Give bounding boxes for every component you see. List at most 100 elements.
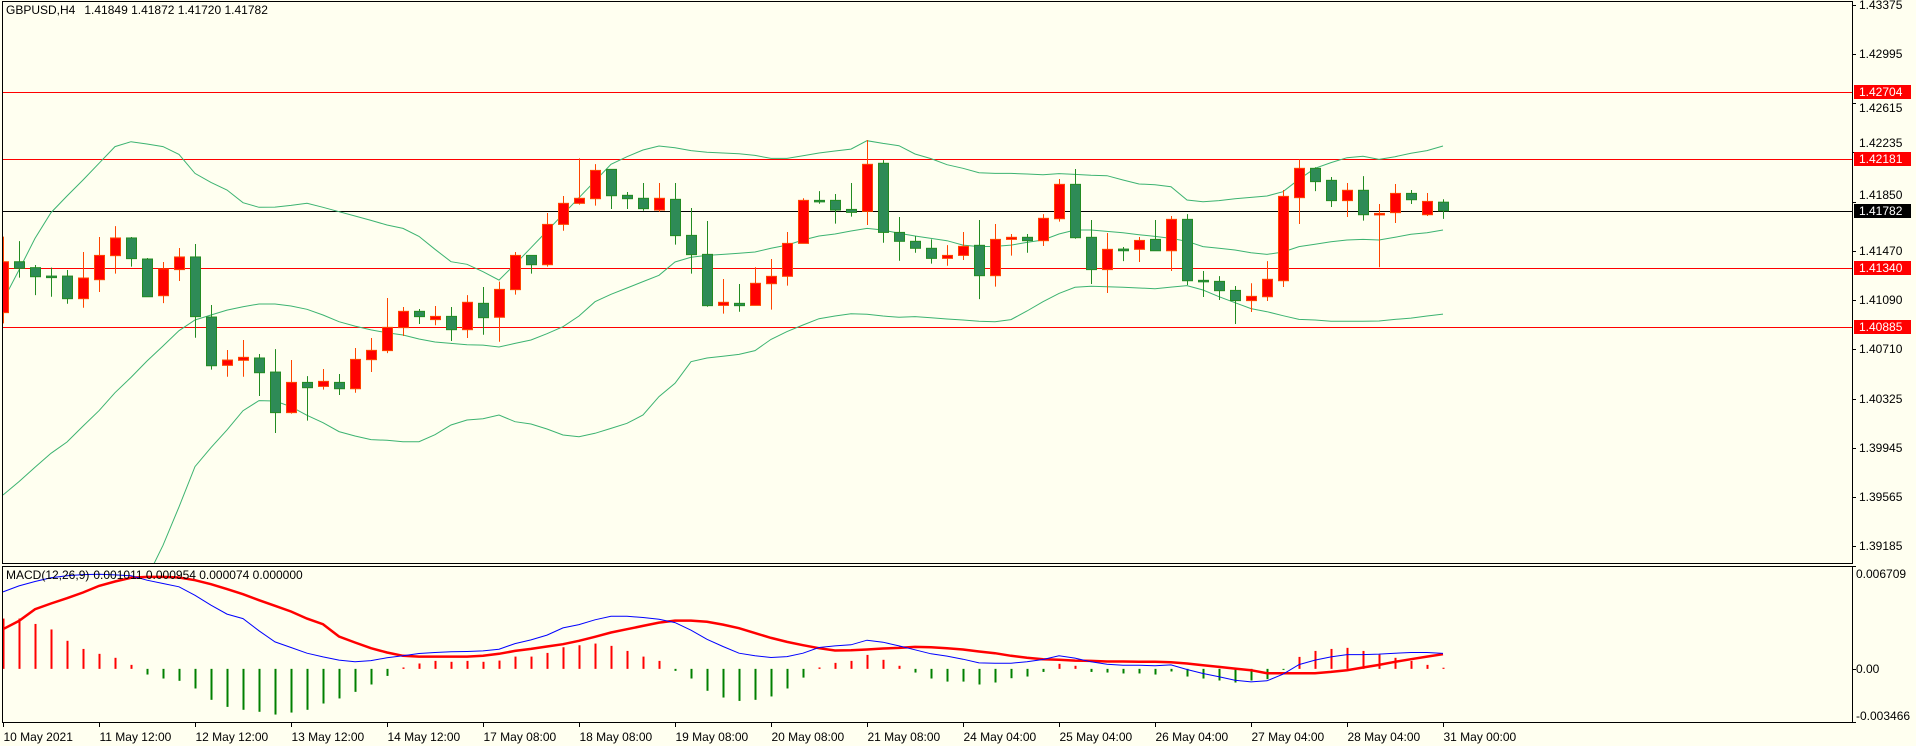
candle [526,254,537,274]
bull-candle-body [286,381,297,414]
macd-panel-frame [2,566,1853,723]
candle [894,217,905,261]
macd-histogram-bar [962,668,965,682]
bear-candle-body [894,231,905,242]
bear-candle-body [270,371,281,414]
candle [1038,214,1049,246]
candle [478,287,489,335]
bear-candle-body [254,357,265,374]
bear-candle-body [126,237,137,260]
macd-histogram-bar [482,661,485,669]
macd-histogram-bar [770,668,773,697]
macd-histogram-bar [1218,668,1221,681]
time-tick-label: 20 May 08:00 [772,730,845,744]
candle [1358,176,1369,221]
bear-candle-body [334,381,345,390]
bear-candle-body [686,234,697,256]
macd-panel[interactable] [2,566,1853,723]
bear-candle-body [62,275,73,300]
bear-candle-body [302,381,313,389]
candle [974,220,985,300]
candle [110,226,121,274]
bear-candle-body [446,315,457,331]
price-tick-label: 1.39565 [1859,490,1903,504]
bear-candle-body [846,208,857,213]
macd-histogram-bar [738,668,741,701]
macd-plot [2,573,1445,715]
price-tick-label: 1.39185 [1859,539,1903,553]
candle [2,236,9,324]
macd-histogram-bar [322,668,325,704]
candle [1390,183,1401,223]
candle [1214,276,1225,300]
macd-histogram-bar [914,668,917,673]
price-tick-label: 1.41090 [1859,293,1903,307]
candle [1118,247,1129,262]
candle [62,270,73,304]
bull-candle-body [1134,239,1145,250]
macd-histogram-bar [98,653,101,669]
bear-candle-body [1230,289,1241,302]
bull-candle-body [94,254,105,281]
candle [1374,203,1385,268]
bear-candle-body [142,258,153,298]
time-axis: 10 May 2021 11 May 12:00 12 May 12:00 13 Ma… [3,722,1517,744]
time-tick-label: 21 May 08:00 [868,730,941,744]
candle [654,183,665,212]
candle [590,164,601,206]
macd-histogram-bar [1330,648,1333,669]
bull-candle-body [350,358,361,390]
bull-candle-body [958,245,969,256]
candle [1166,216,1177,272]
candle [462,295,473,338]
price-plot [2,92,1852,563]
macd-histogram-bar [786,668,789,689]
bull-candle-body [158,268,169,297]
level-price-tag-bg [1854,152,1911,166]
bear-candle-body [190,256,201,318]
candle [190,244,201,338]
macd-name: MACD(12,26,9) [6,568,89,582]
candle [686,207,697,274]
symbol-timeframe: GBPUSD,H4 [6,3,76,17]
current-price-tag: 1.41782 [1859,204,1903,218]
macd-histogram-bar [1090,668,1093,672]
macd-histogram-bar [130,664,133,669]
bollinger-upper-band [2,140,1444,301]
price-panel[interactable] [0,1,1853,697]
price-panel-frame [2,1,1853,564]
time-tick-label: 17 May 08:00 [484,730,557,744]
bollinger-middle-band [2,227,1444,496]
bull-candle-body [1246,295,1257,302]
level-price-tag: 1.41340 [1859,261,1903,275]
bull-candle-body [942,254,953,259]
bull-candle-body [542,223,553,266]
bull-candle-body [1422,200,1433,216]
bear-candle-body [1150,238,1161,252]
candle [718,279,729,314]
time-tick-label: 25 May 04:00 [1060,730,1133,744]
candle [878,160,889,243]
candle [366,337,377,373]
macd-histogram-bar [1074,665,1077,669]
candle [350,348,361,393]
price-tick-label: 1.42235 [1859,136,1903,150]
macd-histogram-bar [418,663,421,669]
candle [238,340,249,377]
bear-candle-body [974,244,985,277]
macd-histogram-bar [114,657,117,669]
bear-candle-body [1358,189,1369,216]
candle [142,257,153,298]
candle [814,191,825,204]
time-tick-label: 27 May 04:00 [1252,730,1325,744]
price-tick-label: 1.40325 [1859,392,1903,406]
bull-candle-body [2,261,9,314]
bear-candle-body [1310,167,1321,183]
candle [782,232,793,286]
candle [1310,167,1321,192]
time-tick-label: 13 May 12:00 [292,730,365,744]
candle [510,252,521,295]
macd-histogram-bar [706,668,709,691]
macd-histogram-bar [162,668,165,679]
